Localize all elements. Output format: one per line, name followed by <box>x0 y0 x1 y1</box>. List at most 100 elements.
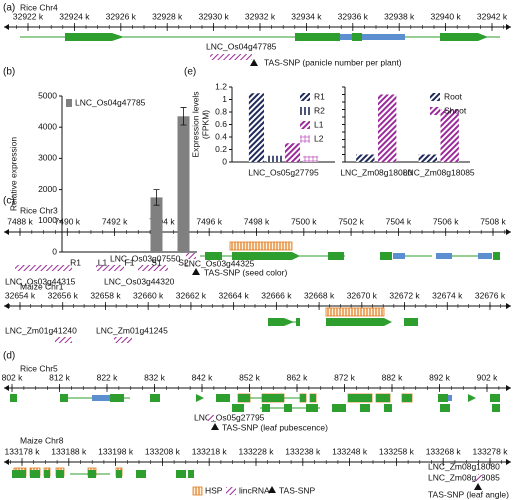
axis-tick-label: 32672 k <box>389 290 420 300</box>
exon <box>440 404 450 412</box>
strand-arrow <box>384 318 392 326</box>
y-tick-label: 0 <box>52 246 57 256</box>
y-tick-label: 1 <box>222 94 227 104</box>
strand-arrow <box>292 252 300 260</box>
x-tick-label: F1 <box>125 257 135 267</box>
axis-tick-label: 133278 k <box>473 446 509 456</box>
axis-tick-label: 7490 k <box>55 216 81 226</box>
axis-tick-label: 32670 k <box>347 290 378 300</box>
lincrna <box>114 337 132 343</box>
axis-tick-label: 7498 k <box>244 216 270 226</box>
y-tick-label: 2000 <box>38 184 57 194</box>
gene-label: LNC_Os05g27795 <box>194 412 265 422</box>
axis-tick-label: 133248 k <box>332 446 368 456</box>
legend-hsp <box>192 486 203 496</box>
axis-tick-label: 822 k <box>97 372 119 382</box>
bar <box>302 155 319 162</box>
axis-tick-label: 892 k <box>429 372 451 382</box>
panel-label: (e) <box>184 67 196 78</box>
utr <box>92 395 110 401</box>
axis-tick-label: 812 k <box>49 372 71 382</box>
gene-label: TAS-SNP (panicle number per plant) <box>264 57 402 67</box>
bar <box>418 154 437 162</box>
exon <box>30 470 40 478</box>
axis-tick-label: 32942 k <box>477 11 508 21</box>
gene-label: TAS-SNP (seed color) <box>204 267 287 277</box>
x-tick-label: L1 <box>98 257 108 267</box>
exon <box>88 470 96 478</box>
legend-swatch <box>300 135 310 143</box>
axis-tick-label: 7500 k <box>291 216 317 226</box>
axis-tick-label: 133258 k <box>379 446 415 456</box>
exon <box>60 394 68 402</box>
axis-tick-label: 32934 k <box>291 11 322 21</box>
exon <box>438 394 448 402</box>
exon <box>262 404 270 412</box>
legend-label: TAS-SNP <box>279 485 316 495</box>
utr <box>478 253 492 259</box>
error-bar <box>180 107 187 126</box>
axis-tick-label: 133188 k <box>51 446 87 456</box>
legend-swatch <box>300 107 310 115</box>
gene-label: TAS-SNP (leaf angle) <box>428 489 509 499</box>
exon <box>284 404 292 412</box>
exon <box>295 33 340 41</box>
lincrna <box>96 265 124 271</box>
legend-swatch <box>430 93 440 101</box>
axis-tick-label: 133208 k <box>145 446 181 456</box>
exon <box>12 470 26 478</box>
axis-tick-label: 32658 k <box>90 290 121 300</box>
track-name: Maize Chr1 <box>20 281 64 291</box>
exon <box>110 394 124 402</box>
axis-tick-label: 902 k <box>477 372 499 382</box>
exon <box>348 394 372 402</box>
panel-label: (a) <box>3 3 15 14</box>
exon <box>238 394 250 402</box>
exon <box>65 33 112 41</box>
x-tick-label: S1 <box>151 257 162 267</box>
snp-marker <box>474 483 482 490</box>
axis-tick-label: 7502 k <box>338 216 364 226</box>
y-tick-label: 4000 <box>38 121 57 131</box>
exon <box>205 252 222 260</box>
y-tick-label: 0.6 <box>215 119 227 129</box>
exon <box>492 404 500 412</box>
exon <box>262 394 284 402</box>
legend-label: Shoot <box>444 105 467 115</box>
gene-label: LNC_Os03g44325 <box>184 258 255 268</box>
strand-arrow <box>196 394 204 402</box>
exon <box>56 470 64 478</box>
axis-tick-label: 7508 k <box>480 216 506 226</box>
axis-tick-label: 32932 k <box>245 11 276 21</box>
bar <box>356 154 375 162</box>
exon <box>306 404 318 412</box>
exon <box>376 394 390 402</box>
bar <box>266 155 283 162</box>
axis-tick-label: 872 k <box>334 372 356 382</box>
axis-tick-label: 7488 k <box>7 216 33 226</box>
exon <box>188 470 194 478</box>
axis-tick-label: 32676 k <box>475 290 506 300</box>
axis-tick-label: 32930 k <box>198 11 229 21</box>
track-name: Rice Chr5 <box>20 363 58 373</box>
gene-label: LNC_Os03g44315 <box>5 276 76 286</box>
legend-label: R1 <box>314 91 325 101</box>
panel-label: (d) <box>3 351 15 362</box>
axis-tick-label: 7504 k <box>386 216 412 226</box>
gene-label: LNC_Os03g07550 <box>110 253 181 263</box>
utr <box>393 253 405 259</box>
axis-tick-label: 32922 k <box>13 11 44 21</box>
x-tick-label: LNC_Zm08g18085 <box>403 167 475 177</box>
legend-swatch <box>300 121 310 129</box>
exon <box>44 470 50 478</box>
legend-label: L2 <box>314 133 324 143</box>
axis-tick-label: 32926 k <box>106 11 137 21</box>
track-name: Maize Chr8 <box>20 435 64 445</box>
exon <box>232 404 244 412</box>
panel-label: (b) <box>3 67 15 78</box>
gene-label: LNC_Zm01g41240 <box>5 325 77 335</box>
axis-tick-label: 32924 k <box>59 11 90 21</box>
axis-tick-label: 133228 k <box>239 446 275 456</box>
axis-tick-label: 7506 k <box>433 216 459 226</box>
y-tick-label: 3000 <box>38 153 57 163</box>
